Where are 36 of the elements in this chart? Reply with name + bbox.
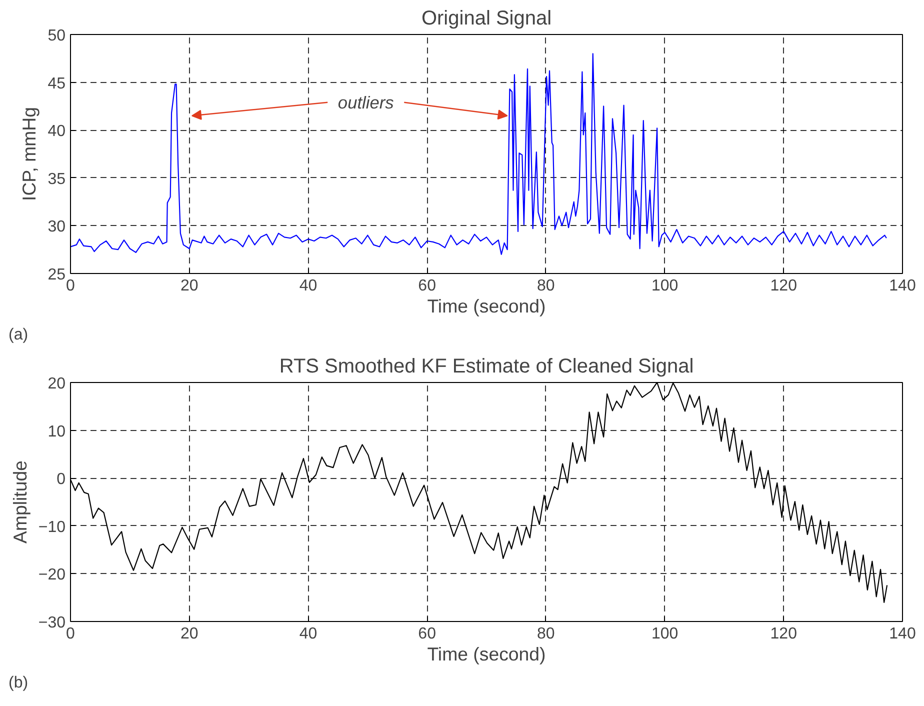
y-tick-label: 10 (48, 423, 66, 440)
y-tick-label: 40 (48, 123, 66, 140)
x-tick-label: 20 (180, 278, 198, 294)
y-tick-label: 0 (56, 471, 66, 488)
x-tick-label: 20 (180, 626, 198, 642)
y-tick-label: −20 (38, 566, 66, 584)
y-tick-label: 20 (48, 376, 66, 392)
annotation: outliers (338, 92, 394, 112)
chart-title: RTS Smoothed KF Estimate of Cleaned Signal (279, 356, 694, 378)
y-tick-label: 45 (48, 75, 66, 92)
x-tick-label: 140 (889, 626, 916, 642)
y-axis-title: ICP, mmHg (18, 106, 40, 201)
y-tick-label: 35 (48, 170, 66, 188)
x-tick-label: 60 (418, 626, 436, 642)
text: (a) (8, 326, 28, 344)
x-tick-label: 120 (770, 626, 798, 642)
x-tick-label: 60 (418, 278, 436, 294)
x-tick-label: 120 (770, 278, 798, 294)
x-tick-label: 40 (299, 278, 318, 294)
y-axis-title: Amplitude (9, 460, 30, 544)
x-axis-title: Time (second) (427, 296, 546, 316)
y-tick-label: 30 (48, 218, 66, 236)
line-series (70, 53, 888, 255)
chart-title: Original Signal (421, 8, 552, 30)
y-tick-label: 25 (48, 266, 66, 284)
x-tick-label: 100 (651, 626, 678, 642)
x-tick-label: 80 (537, 626, 555, 642)
x-axis-title: Time (second) (427, 644, 546, 664)
x-tick-label: 40 (299, 626, 318, 642)
y-tick-label: −10 (38, 518, 66, 536)
y-tick-label: −30 (38, 614, 66, 632)
y-tick-label: 50 (48, 28, 66, 44)
x-tick-label: 140 (889, 278, 916, 294)
text: (b) (8, 674, 28, 692)
x-tick-label: 100 (651, 278, 678, 294)
x-tick-label: 80 (537, 278, 555, 294)
